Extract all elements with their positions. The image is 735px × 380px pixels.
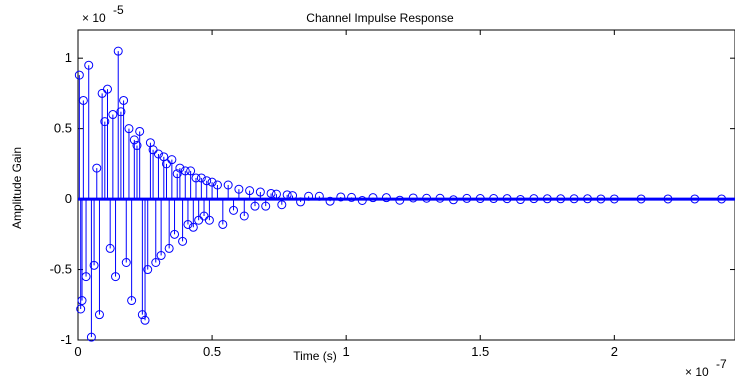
axis-ticks: 0 0.5 1 1.5 2 -1 -0.5 0 0.5 1 xyxy=(50,30,735,359)
stem-marker xyxy=(76,304,86,314)
stem-marker xyxy=(137,310,147,320)
stem-marker xyxy=(336,192,346,202)
stem-marker xyxy=(94,310,104,320)
stem-marker xyxy=(239,211,249,221)
stem-marker xyxy=(153,149,163,159)
stem-marker xyxy=(151,258,161,267)
stem-marker xyxy=(255,187,265,197)
y-multiplier-base: × 10 xyxy=(82,11,106,25)
stem-marker xyxy=(202,176,212,186)
stem-marker xyxy=(167,155,177,165)
y-tick-label: -0.5 xyxy=(50,262,72,277)
stem-marker xyxy=(223,180,233,190)
stem-marker xyxy=(119,95,129,105)
stem-marker xyxy=(164,243,174,253)
stem-marker xyxy=(183,219,193,229)
y-multiplier-exponent: -5 xyxy=(113,3,124,17)
stem-marker xyxy=(102,84,112,94)
stem-marker xyxy=(108,110,118,120)
y-axis-label: Amplitude Gain xyxy=(10,147,24,229)
stem-marker xyxy=(175,163,185,173)
y-multiplier-label: × 10 xyxy=(82,11,106,25)
stem-marker xyxy=(178,236,188,246)
stem-marker xyxy=(261,201,271,211)
stem-marker xyxy=(188,222,198,232)
stem-marker xyxy=(234,184,244,194)
stem-marker xyxy=(100,117,110,127)
stem-marker xyxy=(229,205,239,215)
stem-marker xyxy=(170,229,180,239)
stem-marker xyxy=(116,107,126,117)
stem-marker xyxy=(325,196,335,206)
x-multiplier-base: × 10 xyxy=(685,365,709,379)
x-multiplier-label: × 10 xyxy=(685,365,709,379)
y-tick-label: 0 xyxy=(65,191,72,206)
stem-marker xyxy=(196,173,206,183)
stem-marker xyxy=(121,258,131,267)
stem-marker xyxy=(132,141,142,151)
y-tick-label: 1 xyxy=(65,50,72,65)
x-tick-label: 1 xyxy=(343,344,350,359)
stem-marker xyxy=(78,95,88,105)
x-tick-label: 0 xyxy=(74,344,81,359)
stem-marker xyxy=(212,180,222,190)
stem-marker xyxy=(180,166,190,176)
stem-marker xyxy=(113,46,123,56)
stem-marker xyxy=(89,260,99,270)
stem-marker xyxy=(218,219,228,229)
x-tick-label: 0.5 xyxy=(203,344,221,359)
x-tick-label: 2 xyxy=(611,344,618,359)
stem-marker xyxy=(135,126,145,136)
stem-marker xyxy=(77,296,87,306)
stem-marker xyxy=(81,272,91,282)
stem-marker xyxy=(84,60,94,70)
stem-marker xyxy=(143,265,153,275)
stem-marker xyxy=(245,186,255,196)
stem-marker xyxy=(250,201,260,211)
stem-marker xyxy=(204,215,214,225)
plot-area xyxy=(77,29,735,341)
stem-marker xyxy=(191,173,201,183)
stem-marker xyxy=(347,192,357,202)
stem-marker xyxy=(127,296,137,306)
stem-marker xyxy=(140,315,150,325)
stem-marker xyxy=(207,177,217,187)
stem-marker xyxy=(124,124,134,134)
stem-marker xyxy=(172,169,182,179)
stem-marker xyxy=(105,243,115,253)
stem-marker xyxy=(92,163,102,173)
stem-marker xyxy=(129,135,139,145)
x-axis-label: Time (s) xyxy=(293,349,337,363)
stem-marker xyxy=(86,332,96,342)
stem-marker xyxy=(266,188,276,198)
stem-marker xyxy=(74,70,84,80)
stem-marker xyxy=(277,200,287,210)
stem-series xyxy=(74,46,735,342)
x-multiplier-exponent: -7 xyxy=(716,357,727,371)
y-tick-label: 0.5 xyxy=(54,121,72,136)
chart-title: Channel Impulse Response xyxy=(306,11,454,25)
stem-marker xyxy=(186,166,196,176)
stem-marker xyxy=(156,250,166,260)
stem-marker xyxy=(111,272,121,282)
y-tick-label: -1 xyxy=(60,332,72,347)
x-tick-label: 1.5 xyxy=(471,344,489,359)
